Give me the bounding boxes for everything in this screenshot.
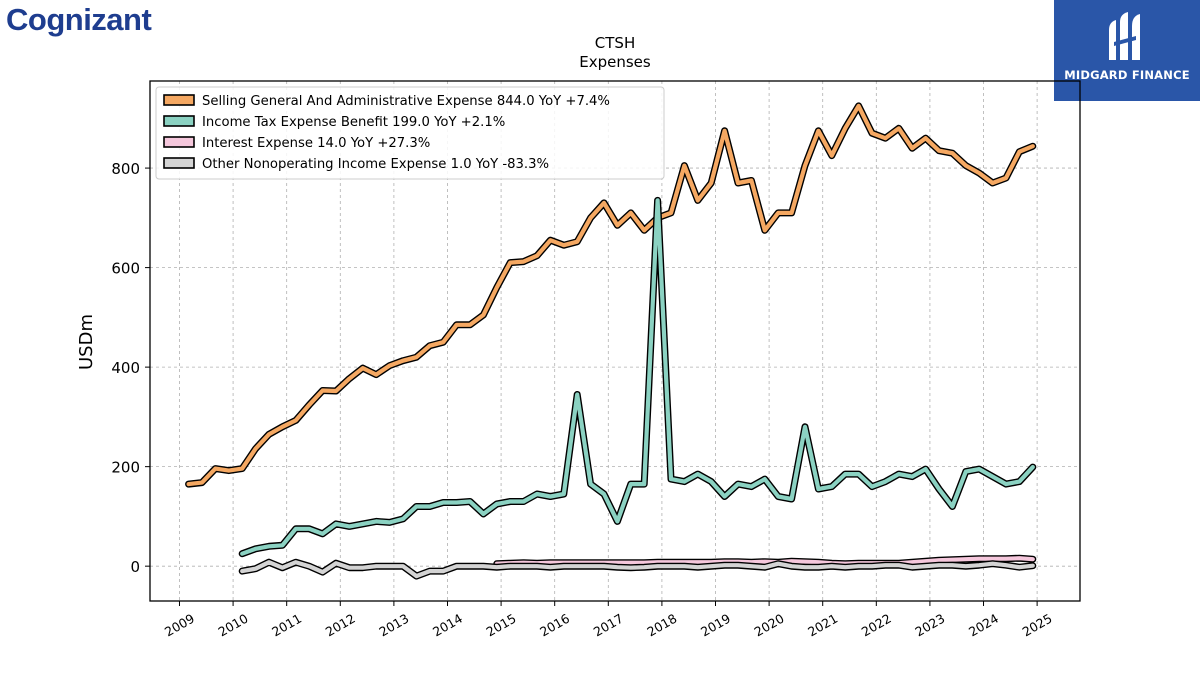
x-tick-label: 2010 <box>216 611 251 640</box>
x-tick-label: 2011 <box>269 611 304 640</box>
series-line <box>185 102 1037 488</box>
chart-subtitle: Expenses <box>579 53 651 71</box>
legend-label: Selling General And Administrative Expen… <box>202 94 610 109</box>
y-tick-label: 400 <box>111 359 140 377</box>
y-tick-label: 200 <box>111 459 140 477</box>
series-line <box>238 558 1037 580</box>
x-tick-label: 2014 <box>430 611 465 640</box>
legend-label: Income Tax Expense Benefit 199.0 YoY +2.… <box>202 115 505 130</box>
legend-swatch <box>163 115 195 127</box>
chart-title: CTSH <box>595 34 635 52</box>
series-line-fill <box>240 198 1035 556</box>
midgard-logo-text: MIDGARD FINANCE <box>1064 68 1190 82</box>
x-tick-label: 2025 <box>1020 611 1055 640</box>
y-tick-label: 800 <box>111 160 140 178</box>
legend-box <box>155 86 665 180</box>
midgard-finance-logo: MIDGARD FINANCE <box>1054 0 1200 101</box>
x-tick-label: 2012 <box>323 611 358 640</box>
series-line-outline <box>238 196 1037 558</box>
series-line-fill <box>240 560 1035 579</box>
midgard-logo-icon <box>1109 12 1140 60</box>
x-tick-label: 2024 <box>966 611 1001 640</box>
legend-label: Interest Expense 14.0 YoY +27.3% <box>202 136 430 151</box>
x-tick-label: 2013 <box>376 611 411 640</box>
y-tick-label: 0 <box>130 558 140 576</box>
plot-frame <box>149 80 1081 602</box>
legend-swatch <box>163 94 195 106</box>
x-tick-label: 2018 <box>644 611 679 640</box>
legend: Selling General And Administrative Expen… <box>155 86 665 180</box>
series-line-fill <box>186 103 1035 487</box>
x-tick-label: 2015 <box>484 611 519 640</box>
x-tick-label: 2009 <box>162 611 197 640</box>
series-line <box>238 196 1037 558</box>
legend-swatch <box>163 157 195 169</box>
legend-label: Other Nonoperating Income Expense 1.0 Yo… <box>202 157 549 172</box>
y-tick-label: 600 <box>111 260 140 278</box>
series-lines <box>185 102 1037 580</box>
x-tick-label: 2017 <box>591 611 626 640</box>
cognizant-logo: Cognizant <box>6 2 152 37</box>
x-tick-label: 2019 <box>698 611 733 640</box>
x-tick-label: 2021 <box>805 611 840 640</box>
x-tick-label: 2020 <box>752 611 787 640</box>
x-tick-label: 2023 <box>912 611 947 640</box>
legend-swatch <box>163 136 195 148</box>
x-tick-label: 2022 <box>859 611 894 640</box>
x-tick-label: 2016 <box>537 611 572 640</box>
y-axis-label: USDm <box>76 314 97 370</box>
